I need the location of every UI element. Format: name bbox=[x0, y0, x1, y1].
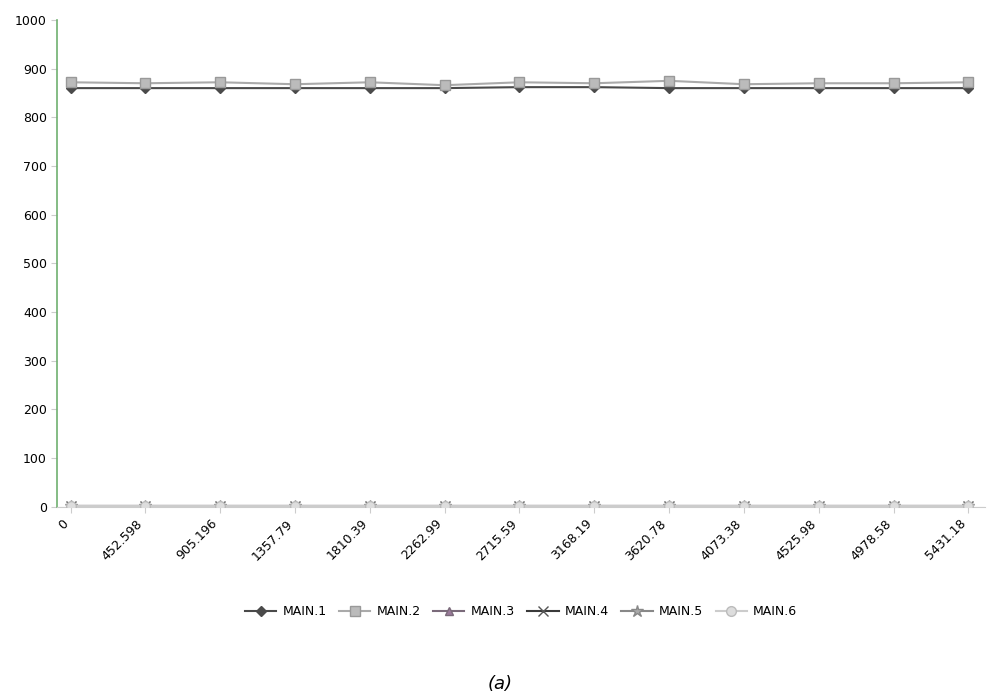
MAIN.2 bbox=[289, 80, 301, 88]
MAIN.3 bbox=[65, 502, 77, 510]
MAIN.1 bbox=[439, 84, 451, 93]
MAIN.4 bbox=[513, 502, 525, 510]
MAIN.1 bbox=[513, 83, 525, 91]
MAIN.6 bbox=[65, 502, 77, 510]
MAIN.3 bbox=[364, 502, 376, 510]
MAIN.4 bbox=[139, 502, 151, 510]
MAIN.1 bbox=[65, 84, 77, 93]
MAIN.6 bbox=[738, 502, 750, 510]
MAIN.1 bbox=[139, 84, 151, 93]
MAIN.5 bbox=[888, 502, 900, 510]
MAIN.3 bbox=[888, 502, 900, 510]
Legend: MAIN.1, MAIN.2, MAIN.3, MAIN.4, MAIN.5, MAIN.6: MAIN.1, MAIN.2, MAIN.3, MAIN.4, MAIN.5, … bbox=[240, 601, 802, 624]
MAIN.3 bbox=[813, 502, 825, 510]
Line: MAIN.1: MAIN.1 bbox=[67, 84, 972, 92]
MAIN.4 bbox=[813, 502, 825, 510]
MAIN.5 bbox=[289, 502, 301, 510]
MAIN.4 bbox=[738, 502, 750, 510]
MAIN.5 bbox=[65, 502, 77, 510]
MAIN.1 bbox=[364, 84, 376, 93]
MAIN.5 bbox=[738, 502, 750, 510]
MAIN.5 bbox=[513, 502, 525, 510]
MAIN.6 bbox=[813, 502, 825, 510]
MAIN.1 bbox=[738, 84, 750, 93]
Line: MAIN.2: MAIN.2 bbox=[66, 76, 973, 90]
MAIN.2 bbox=[513, 78, 525, 86]
MAIN.6 bbox=[439, 502, 451, 510]
MAIN.2 bbox=[588, 79, 600, 88]
MAIN.6 bbox=[364, 502, 376, 510]
Line: MAIN.5: MAIN.5 bbox=[64, 500, 975, 512]
MAIN.5 bbox=[588, 502, 600, 510]
MAIN.4 bbox=[588, 502, 600, 510]
MAIN.1 bbox=[663, 84, 675, 93]
MAIN.5 bbox=[663, 502, 675, 510]
MAIN.6 bbox=[888, 502, 900, 510]
MAIN.3 bbox=[214, 502, 226, 510]
MAIN.1 bbox=[588, 83, 600, 91]
MAIN.4 bbox=[289, 502, 301, 510]
MAIN.3 bbox=[588, 502, 600, 510]
MAIN.2 bbox=[962, 78, 974, 86]
MAIN.6 bbox=[513, 502, 525, 510]
MAIN.4 bbox=[65, 502, 77, 510]
MAIN.3 bbox=[663, 502, 675, 510]
MAIN.4 bbox=[888, 502, 900, 510]
MAIN.2 bbox=[888, 79, 900, 88]
Line: MAIN.6: MAIN.6 bbox=[66, 501, 973, 511]
MAIN.4 bbox=[214, 502, 226, 510]
MAIN.6 bbox=[139, 502, 151, 510]
Text: (a): (a) bbox=[488, 675, 512, 693]
MAIN.5 bbox=[813, 502, 825, 510]
MAIN.5 bbox=[214, 502, 226, 510]
MAIN.2 bbox=[65, 78, 77, 86]
MAIN.6 bbox=[214, 502, 226, 510]
MAIN.5 bbox=[439, 502, 451, 510]
MAIN.2 bbox=[139, 79, 151, 88]
MAIN.3 bbox=[289, 502, 301, 510]
MAIN.2 bbox=[738, 80, 750, 88]
MAIN.3 bbox=[139, 502, 151, 510]
MAIN.5 bbox=[364, 502, 376, 510]
MAIN.2 bbox=[364, 78, 376, 86]
MAIN.5 bbox=[962, 502, 974, 510]
MAIN.2 bbox=[813, 79, 825, 88]
MAIN.3 bbox=[513, 502, 525, 510]
Line: MAIN.4: MAIN.4 bbox=[66, 501, 973, 511]
MAIN.6 bbox=[962, 502, 974, 510]
MAIN.4 bbox=[962, 502, 974, 510]
MAIN.1 bbox=[813, 84, 825, 93]
MAIN.6 bbox=[588, 502, 600, 510]
MAIN.2 bbox=[214, 78, 226, 86]
MAIN.4 bbox=[364, 502, 376, 510]
MAIN.1 bbox=[962, 84, 974, 93]
MAIN.4 bbox=[439, 502, 451, 510]
MAIN.1 bbox=[888, 84, 900, 93]
MAIN.3 bbox=[738, 502, 750, 510]
MAIN.3 bbox=[439, 502, 451, 510]
MAIN.6 bbox=[663, 502, 675, 510]
MAIN.3 bbox=[962, 502, 974, 510]
MAIN.6 bbox=[289, 502, 301, 510]
MAIN.2 bbox=[663, 77, 675, 85]
MAIN.1 bbox=[214, 84, 226, 93]
MAIN.4 bbox=[663, 502, 675, 510]
MAIN.2 bbox=[439, 81, 451, 89]
Line: MAIN.3: MAIN.3 bbox=[66, 502, 973, 510]
MAIN.1 bbox=[289, 84, 301, 93]
MAIN.5 bbox=[139, 502, 151, 510]
